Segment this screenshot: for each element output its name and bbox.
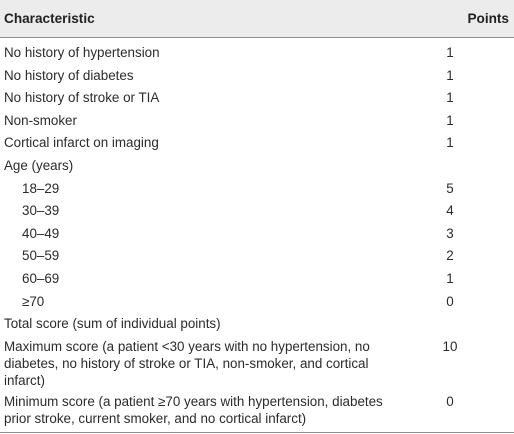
row-label: No history of stroke or TIA xyxy=(4,90,160,106)
table-body: No history of hypertension 1 No history … xyxy=(0,44,514,431)
row-points: 2 xyxy=(446,248,454,264)
row-label: 40–49 xyxy=(22,225,60,241)
row-label: 60–69 xyxy=(22,270,60,286)
header-points: Points xyxy=(467,11,509,26)
row-points: 5 xyxy=(446,180,454,196)
row-points: 1 xyxy=(446,45,454,60)
row-points: 0 xyxy=(446,393,454,409)
row-label: Age (years) xyxy=(4,157,74,173)
table-row: Maximum score (a patient <30 years with … xyxy=(0,338,514,389)
table-row: 40–49 3 xyxy=(0,225,514,242)
row-label: Non-smoker xyxy=(4,112,77,128)
row-points: 1 xyxy=(446,135,454,151)
row-points: 10 xyxy=(442,338,458,354)
table-row: 50–59 2 xyxy=(0,247,514,264)
row-points: 4 xyxy=(446,203,454,219)
row-label: Minimum score (a patient ≥70 years with … xyxy=(4,393,383,426)
table-row: No history of stroke or TIA 1 xyxy=(0,89,514,106)
table-row: Cortical infarct on imaging 1 xyxy=(0,134,514,151)
table-row: Non-smoker 1 xyxy=(0,112,514,129)
row-label: No history of hypertension xyxy=(4,45,160,60)
table-row: Total score (sum of individual points) xyxy=(0,315,514,332)
row-label: Maximum score (a patient <30 years with … xyxy=(4,338,370,388)
row-label: Cortical infarct on imaging xyxy=(4,135,159,151)
row-label: No history of diabetes xyxy=(4,67,134,83)
table-row: 18–29 5 xyxy=(0,180,514,197)
table-header: Characteristic Points xyxy=(0,0,514,38)
row-label: 50–59 xyxy=(22,248,60,264)
row-points: 1 xyxy=(446,112,454,128)
header-characteristic: Characteristic xyxy=(4,11,95,26)
table-row: 60–69 1 xyxy=(0,270,514,287)
table-row: Age (years) xyxy=(0,157,514,174)
row-points: 1 xyxy=(446,270,454,286)
row-points: 1 xyxy=(446,90,454,106)
row-points: 3 xyxy=(446,225,454,241)
row-label: 18–29 xyxy=(22,180,60,196)
table-row: ≥70 0 xyxy=(0,293,514,310)
table-row: Minimum score (a patient ≥70 years with … xyxy=(0,393,514,427)
row-label: Total score (sum of individual points) xyxy=(4,316,221,332)
row-points: 1 xyxy=(446,67,454,83)
table-row: 30–39 4 xyxy=(0,202,514,219)
row-points: 0 xyxy=(446,293,454,309)
table-row: No history of hypertension 1 xyxy=(0,44,514,61)
table-row: No history of diabetes 1 xyxy=(0,67,514,84)
row-label: 30–39 xyxy=(22,203,60,219)
bottom-rule xyxy=(0,432,514,433)
row-label: ≥70 xyxy=(22,293,45,309)
